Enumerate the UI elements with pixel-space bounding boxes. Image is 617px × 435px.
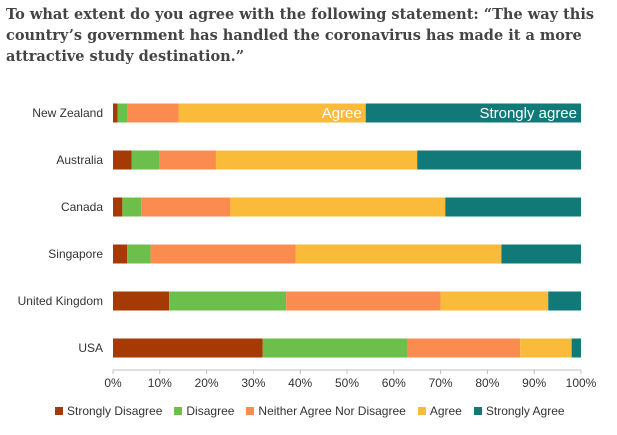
- bar-new-zealand-neither-agree-nor-disagree: [127, 103, 179, 123]
- bar-new-zealand-strongly-agree: [365, 103, 581, 123]
- category-label-singapore: Singapore: [48, 247, 103, 261]
- legend-item-strongly-agree: Strongly Agree: [473, 404, 565, 418]
- legend-label: Strongly Agree: [485, 404, 565, 418]
- bar-new-zealand-strongly-disagree: [113, 103, 118, 123]
- bar-usa-disagree: [262, 338, 408, 358]
- x-tick-label: 80%: [475, 376, 499, 390]
- legend-item-neither-agree-nor-disagree: Neither Agree Nor Disagree: [246, 404, 406, 418]
- bar-usa-agree: [520, 338, 572, 358]
- legend-item-agree: Agree: [417, 404, 462, 418]
- legend-swatch: [246, 407, 255, 415]
- bar-united-kingdom-strongly-disagree: [113, 291, 170, 311]
- bar-australia-strongly-agree: [417, 150, 581, 170]
- x-tick-label: 0%: [104, 376, 122, 390]
- bar-singapore-strongly-disagree: [113, 244, 128, 264]
- x-tick-label: 20%: [195, 376, 219, 390]
- bar-united-kingdom-disagree: [169, 291, 287, 311]
- category-label-usa: USA: [78, 341, 103, 355]
- category-label-new-zealand: New Zealand: [32, 106, 103, 120]
- x-tick-label: 50%: [335, 376, 359, 390]
- bar-canada-neither-agree-nor-disagree: [141, 197, 230, 217]
- bar-canada-strongly-disagree: [113, 197, 123, 217]
- legend-label: Disagree: [186, 404, 235, 418]
- bar-australia-neither-agree-nor-disagree: [159, 150, 216, 170]
- category-label-canada: Canada: [61, 200, 103, 214]
- bar-singapore-strongly-agree: [501, 244, 581, 264]
- x-tick-label: 60%: [382, 376, 406, 390]
- bar-new-zealand-disagree: [117, 103, 128, 123]
- legend-swatch: [473, 407, 482, 415]
- bar-singapore-disagree: [127, 244, 151, 264]
- bar-canada-disagree: [122, 197, 142, 217]
- bar-singapore-neither-agree-nor-disagree: [150, 244, 296, 264]
- x-tick-label: 90%: [522, 376, 546, 390]
- legend-swatch: [174, 407, 183, 415]
- bar-usa-strongly-disagree: [113, 338, 263, 358]
- chart-title: To what extent do you agree with the fol…: [6, 6, 595, 65]
- chart-legend: Strongly Disagree Disagree Neither Agree N…: [55, 403, 565, 419]
- bar-australia-disagree: [131, 150, 160, 170]
- legend-item-disagree: Disagree: [174, 404, 234, 418]
- legend-label: Agree: [429, 404, 462, 418]
- legend-swatch: [55, 407, 63, 415]
- legend-swatch: [417, 407, 426, 415]
- x-tick-label: 100%: [566, 376, 597, 390]
- legend-item-strongly-disagree: Strongly Disagree: [55, 404, 162, 418]
- bar-united-kingdom-strongly-agree: [548, 291, 581, 311]
- bar-new-zealand-agree: [178, 103, 366, 123]
- category-label-united-kingdom: United Kingdom: [18, 294, 103, 308]
- x-tick-label: 30%: [241, 376, 265, 390]
- bar-canada-strongly-agree: [445, 197, 581, 217]
- bar-australia-strongly-disagree: [113, 150, 132, 170]
- category-label-australia: Australia: [56, 153, 103, 167]
- stacked-bar-chart: New Zealand Agree Strongly agree Australia C…: [18, 103, 597, 390]
- legend-label: Neither Agree Nor Disagree: [258, 404, 406, 418]
- x-tick-label: 10%: [148, 376, 172, 390]
- annotation-new-zealand-agree: Agree: [322, 105, 362, 122]
- annotation-new-zealand-strongly-agree: Strongly agree: [479, 105, 577, 122]
- legend-label: Strongly Disagree: [67, 404, 163, 418]
- bar-singapore-agree: [295, 244, 502, 264]
- bar-united-kingdom-neither-agree-nor-disagree: [286, 291, 441, 311]
- bar-usa-neither-agree-nor-disagree: [407, 338, 521, 358]
- x-tick-label: 70%: [429, 376, 453, 390]
- x-tick-label: 40%: [288, 376, 312, 390]
- bar-usa-strongly-agree: [571, 338, 581, 358]
- bar-united-kingdom-agree: [440, 291, 549, 311]
- bar-canada-agree: [230, 197, 446, 217]
- bar-australia-agree: [215, 150, 418, 170]
